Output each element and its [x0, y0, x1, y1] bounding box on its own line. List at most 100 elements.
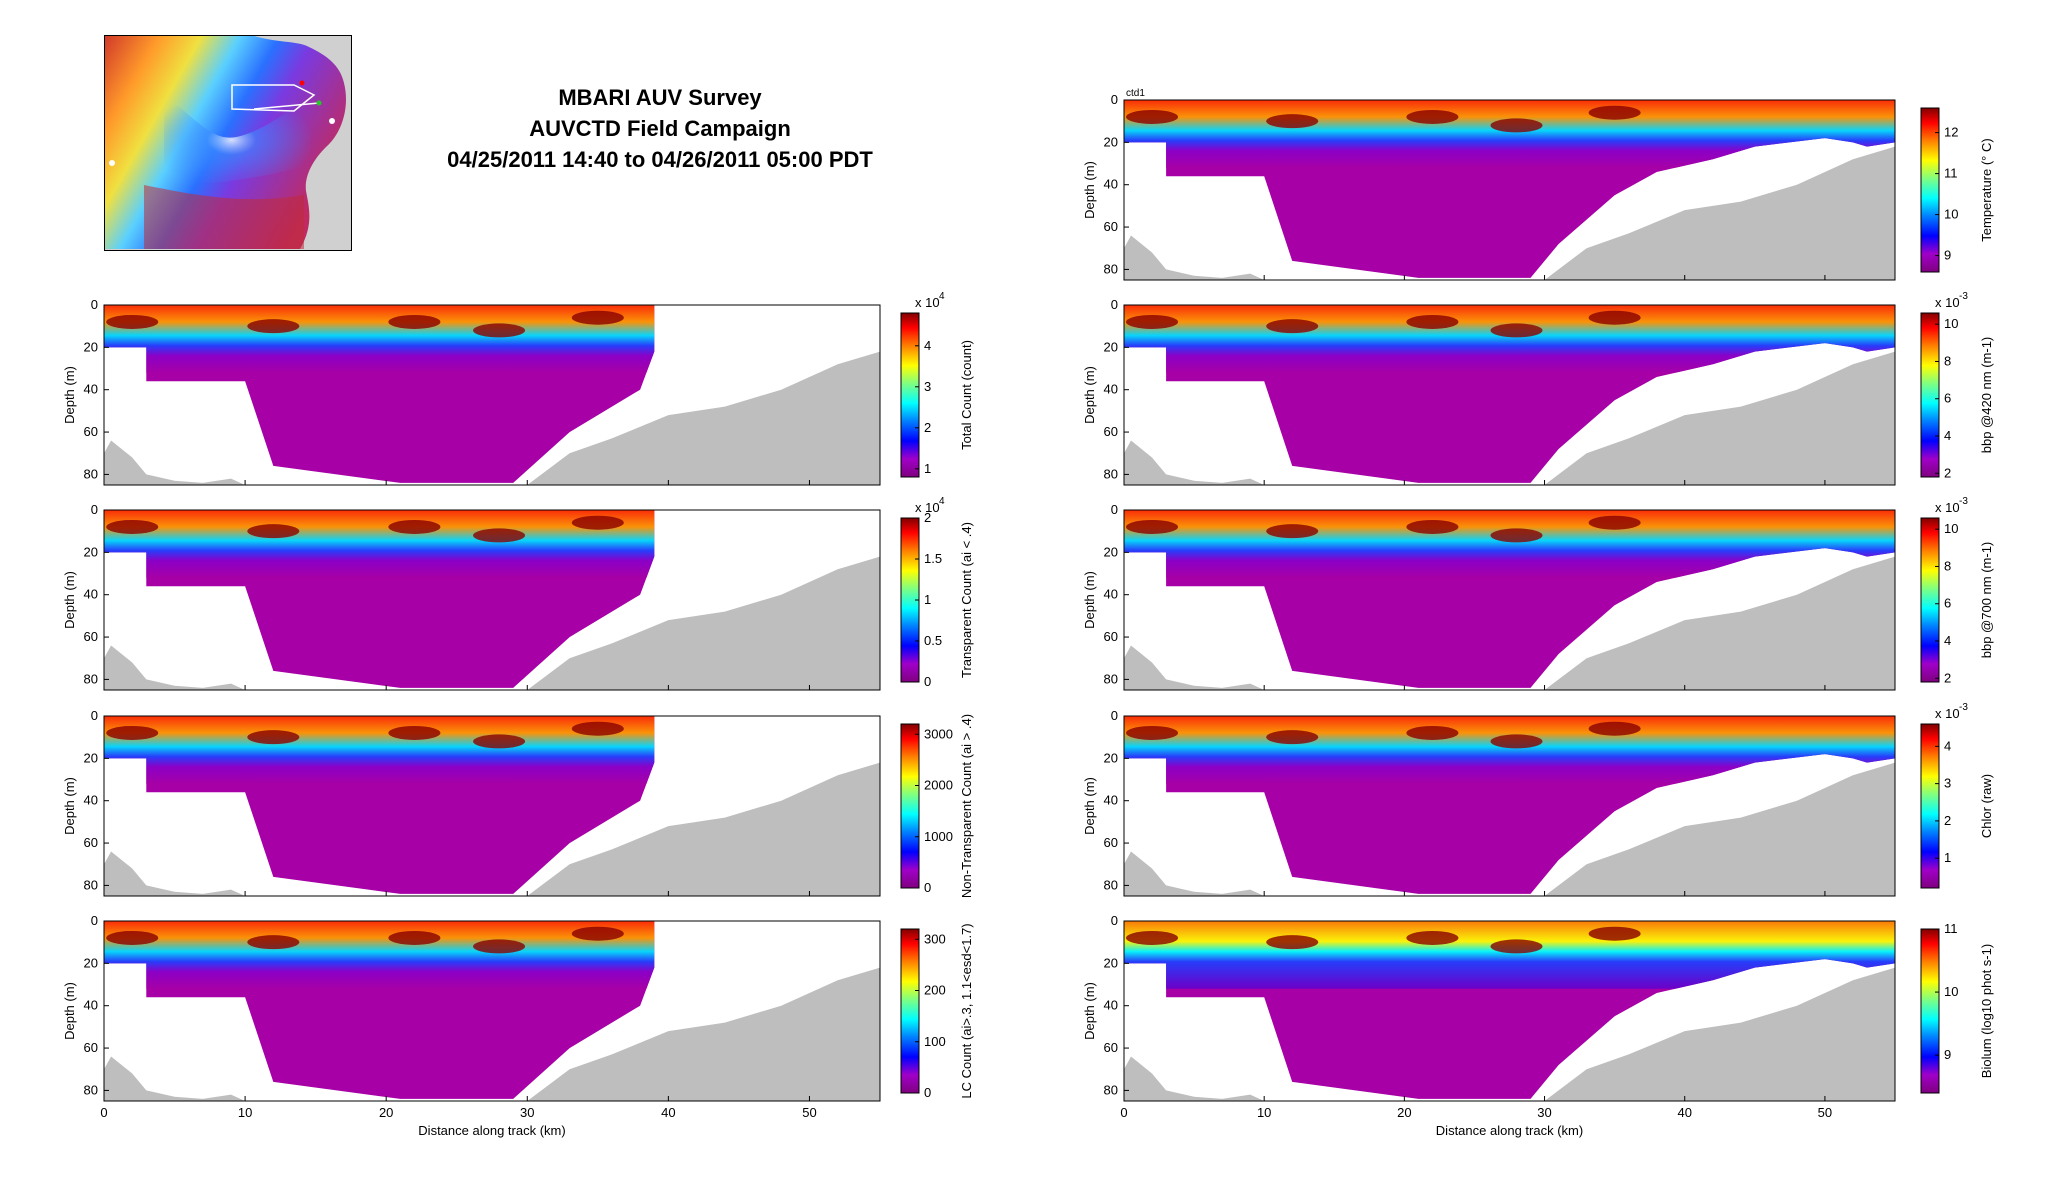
y-tick-label: 60 — [84, 424, 98, 439]
y-tick-label: 0 — [1111, 913, 1118, 928]
colorbar-tick-label: 6 — [1944, 391, 1951, 406]
seafloor-profile — [1124, 762, 1895, 896]
y-tick-label: 0 — [91, 708, 98, 723]
y-tick-label: 40 — [84, 587, 98, 602]
colorbar-tick-label: 4 — [1944, 633, 1951, 648]
colorbar-tick-label: 6 — [1944, 596, 1951, 611]
colorbar-multiplier: x 10 — [915, 295, 940, 310]
figure-header: MBARI AUV Survey AUVCTD Field Campaign 0… — [430, 82, 890, 175]
colorbar-multiplier: x 10 — [1935, 500, 1960, 515]
surface-layer — [104, 716, 655, 784]
colorbar-tick-label: 200 — [924, 983, 946, 998]
y-tick-label: 60 — [1104, 219, 1118, 234]
surface-layer — [1124, 716, 1895, 784]
y-tick-label: 0 — [91, 297, 98, 312]
y-tick-label: 40 — [84, 793, 98, 808]
axes-frame — [103, 509, 881, 691]
colorbar-tick-label: 0.5 — [924, 633, 942, 648]
y-axis-label: Depth (m) — [62, 366, 77, 424]
x-tick-label: 20 — [379, 1105, 393, 1120]
map-buoy-marker — [109, 160, 115, 166]
y-tick-label: 20 — [84, 955, 98, 970]
y-tick-label: 60 — [1104, 629, 1118, 644]
y-tick-label: 20 — [1104, 339, 1118, 354]
colorbar-tick-label: 10 — [1944, 984, 1958, 999]
header-time-range: 04/25/2011 14:40 to 04/26/2011 05:00 PDT — [447, 147, 873, 172]
y-tick-label: 40 — [1104, 793, 1118, 808]
seafloor-profile — [104, 351, 880, 485]
colorbar-label: bbp @420 nm (m-1) — [1979, 337, 1994, 454]
y-tick-label: 0 — [1111, 92, 1118, 107]
y-tick-label: 80 — [84, 466, 98, 481]
colorbar-exponent: -3 — [1959, 496, 1968, 507]
x-tick-label: 0 — [1120, 1105, 1127, 1120]
y-tick-label: 80 — [1104, 671, 1118, 686]
map-start-marker — [299, 80, 305, 86]
colorbar — [900, 928, 920, 1094]
map-transect-line — [253, 102, 320, 110]
y-axis-label: Depth (m) — [62, 571, 77, 629]
y-tick-label: 20 — [84, 544, 98, 559]
colorbar-tick-label: 0 — [924, 674, 931, 689]
colorbar-tick-label: 9 — [1944, 1047, 1951, 1062]
header-title: MBARI AUV Survey — [558, 85, 762, 110]
y-tick-label: 60 — [1104, 424, 1118, 439]
colorbar-exponent: 4 — [939, 496, 945, 507]
panel-right-2: 0 20 40 60 80 Depth (m) 2 4 6 8 10 x 10 -3 bbp @420 n… — [1082, 291, 1994, 486]
panel-right-4: 0 20 40 60 80 Depth (m) 1 2 3 4 x 10 -3 Chlor (raw) — [1082, 702, 1994, 897]
colorbar — [1920, 107, 1940, 273]
colorbar-tick-label: 8 — [1944, 353, 1951, 368]
x-tick-label: 30 — [1537, 1105, 1551, 1120]
x-tick-label: 0 — [100, 1105, 107, 1120]
seafloor-profile — [1124, 967, 1895, 1101]
seafloor-profile — [104, 967, 880, 1101]
y-axis-label: Depth (m) — [1082, 777, 1097, 835]
y-tick-label: 20 — [1104, 750, 1118, 765]
map-shelf — [144, 185, 304, 249]
y-tick-label: 0 — [1111, 297, 1118, 312]
colorbar-tick-label: 3 — [1944, 776, 1951, 791]
colorbar-label: bbp @700 nm (m-1) — [1979, 542, 1994, 659]
map-auv-track — [231, 84, 316, 112]
x-tick-label: 40 — [1677, 1105, 1691, 1120]
axes-frame — [103, 715, 881, 897]
surface-layer — [1124, 305, 1895, 373]
y-tick-label: 0 — [1111, 708, 1118, 723]
y-axis-label: Depth (m) — [1082, 366, 1097, 424]
colorbar-tick-label: 100 — [924, 1034, 946, 1049]
colorbar-tick-label: 2 — [924, 510, 931, 525]
map-canyon — [164, 95, 314, 185]
colorbar-multiplier: x 10 — [915, 500, 940, 515]
y-tick-label: 80 — [1104, 877, 1118, 892]
colorbar-label: Chlor (raw) — [1979, 774, 1994, 838]
y-tick-label: 60 — [1104, 835, 1118, 850]
y-tick-label: 60 — [84, 835, 98, 850]
y-tick-label: 80 — [1104, 466, 1118, 481]
map-end-marker — [316, 100, 322, 106]
y-tick-label: 60 — [1104, 1040, 1118, 1055]
y-tick-label: 20 — [84, 750, 98, 765]
y-axis-label: Depth (m) — [62, 777, 77, 835]
colorbar-tick-label: 0 — [924, 1085, 931, 1100]
surface-layer — [1124, 100, 1895, 168]
y-tick-label: 40 — [1104, 177, 1118, 192]
colorbar-tick-label: 1.5 — [924, 551, 942, 566]
colorbar-tick-label: 11 — [1944, 921, 1958, 936]
survey-location-map — [104, 35, 352, 251]
x-tick-label: 30 — [520, 1105, 534, 1120]
seafloor-profile — [1124, 146, 1895, 280]
panel-right-3: 0 20 40 60 80 Depth (m) 2 4 6 8 10 x 10 -3 bbp @700 n… — [1082, 496, 1994, 691]
y-tick-label: 80 — [84, 671, 98, 686]
x-axis-label: Distance along track (km) — [1436, 1123, 1583, 1138]
x-tick-label: 50 — [1818, 1105, 1832, 1120]
surface-layer — [1124, 921, 1895, 989]
colorbar-tick-label: 300 — [924, 931, 946, 946]
colorbar-multiplier: x 10 — [1935, 706, 1960, 721]
x-tick-label: 10 — [238, 1105, 252, 1120]
colorbar-label: Biolum (log10 phot s-1) — [1979, 944, 1994, 1078]
y-tick-label: 0 — [91, 913, 98, 928]
colorbar-label: LC Count (ai>.3, 1.1<esd<1.7) — [959, 923, 974, 1098]
colorbar-exponent: -3 — [1959, 291, 1968, 302]
